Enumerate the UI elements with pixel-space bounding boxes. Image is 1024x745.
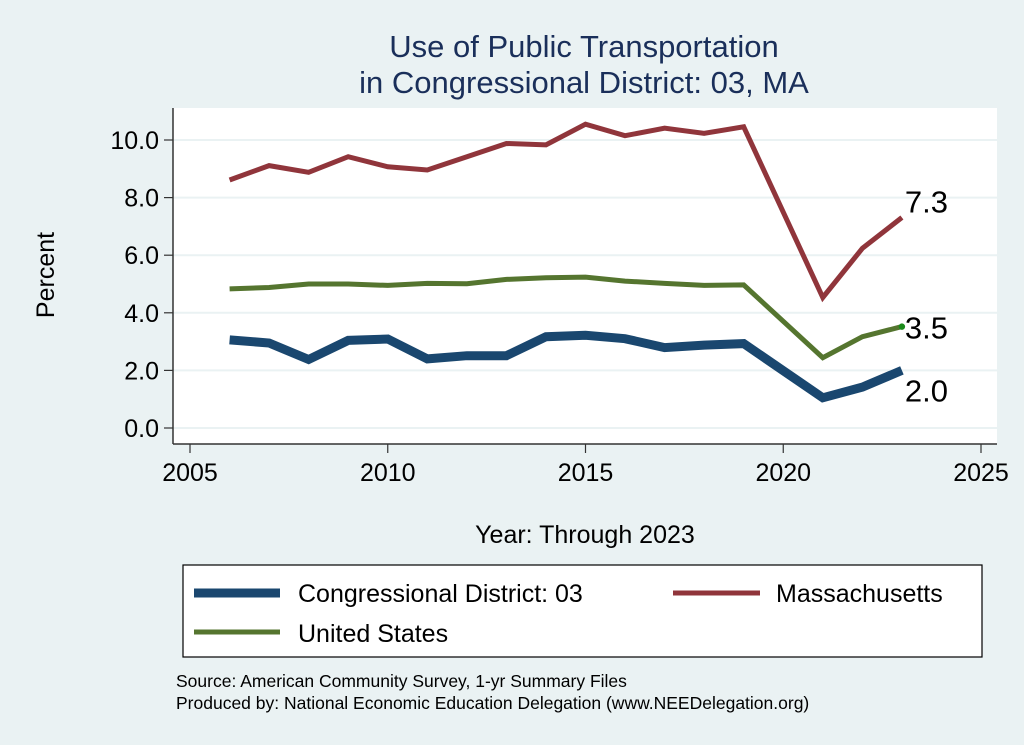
y-axis-ticks: 0.0 2.0 4.0 6.0 8.0 10.0 — [110, 127, 173, 443]
chart-title-line-2: in Congressional District: 03, MA — [359, 65, 809, 100]
x-tick-label: 2010 — [360, 459, 416, 487]
x-tick-label: 2020 — [755, 459, 811, 487]
y-tick-label: 0.0 — [124, 415, 159, 443]
x-axis-title: Year: Through 2023 — [475, 521, 695, 549]
chart-title: Use of Public Transportation in Congress… — [359, 29, 809, 100]
y-axis-title: Percent — [32, 232, 60, 318]
y-tick-label: 6.0 — [124, 242, 159, 270]
y-tick-label: 2.0 — [124, 357, 159, 385]
legend-label-cd03: Congressional District: 03 — [298, 580, 583, 608]
y-tick-label: 8.0 — [124, 185, 159, 213]
source-notes: Source: American Community Survey, 1-yr … — [176, 671, 809, 713]
data-series — [228, 121, 906, 403]
x-tick-label: 2025 — [953, 459, 1009, 487]
legend: Congressional District: 03 Massachusetts… — [182, 564, 983, 658]
x-tick-label: 2005 — [162, 459, 218, 487]
series-line-massachusetts — [228, 121, 904, 303]
end-label-united-states: 3.5 — [905, 311, 948, 346]
legend-label-united-states: United States — [298, 620, 448, 648]
end-label-massachusetts: 7.3 — [905, 184, 948, 219]
endpoint-dot-united-states — [898, 323, 906, 330]
legend-item-massachusetts: Massachusetts — [673, 580, 943, 608]
end-labels: 2.0 7.3 3.5 — [905, 184, 948, 408]
legend-box — [182, 564, 983, 658]
source-note: Source: American Community Survey, 1-yr … — [176, 671, 627, 691]
x-tick-label: 2015 — [558, 459, 614, 487]
producer-note: Produced by: National Economic Education… — [176, 693, 809, 713]
series-line-united-states — [229, 274, 903, 361]
legend-label-massachusetts: Massachusetts — [776, 580, 943, 608]
series-line-congressional-district-03 — [229, 330, 904, 403]
end-label-congressional-district-03: 2.0 — [905, 373, 948, 408]
legend-item-united-states: United States — [194, 620, 448, 648]
chart-title-line-1: Use of Public Transportation — [389, 29, 778, 64]
y-tick-label: 10.0 — [110, 127, 159, 155]
series-united-states — [229, 274, 903, 361]
series-congressional-district-03 — [229, 330, 904, 403]
gridlines — [173, 139, 997, 429]
x-axis-ticks: 2005 2010 2015 2020 2025 — [162, 444, 1009, 487]
y-tick-label: 4.0 — [124, 300, 159, 328]
series-massachusetts — [228, 121, 904, 303]
legend-item-cd03: Congressional District: 03 — [194, 580, 583, 608]
